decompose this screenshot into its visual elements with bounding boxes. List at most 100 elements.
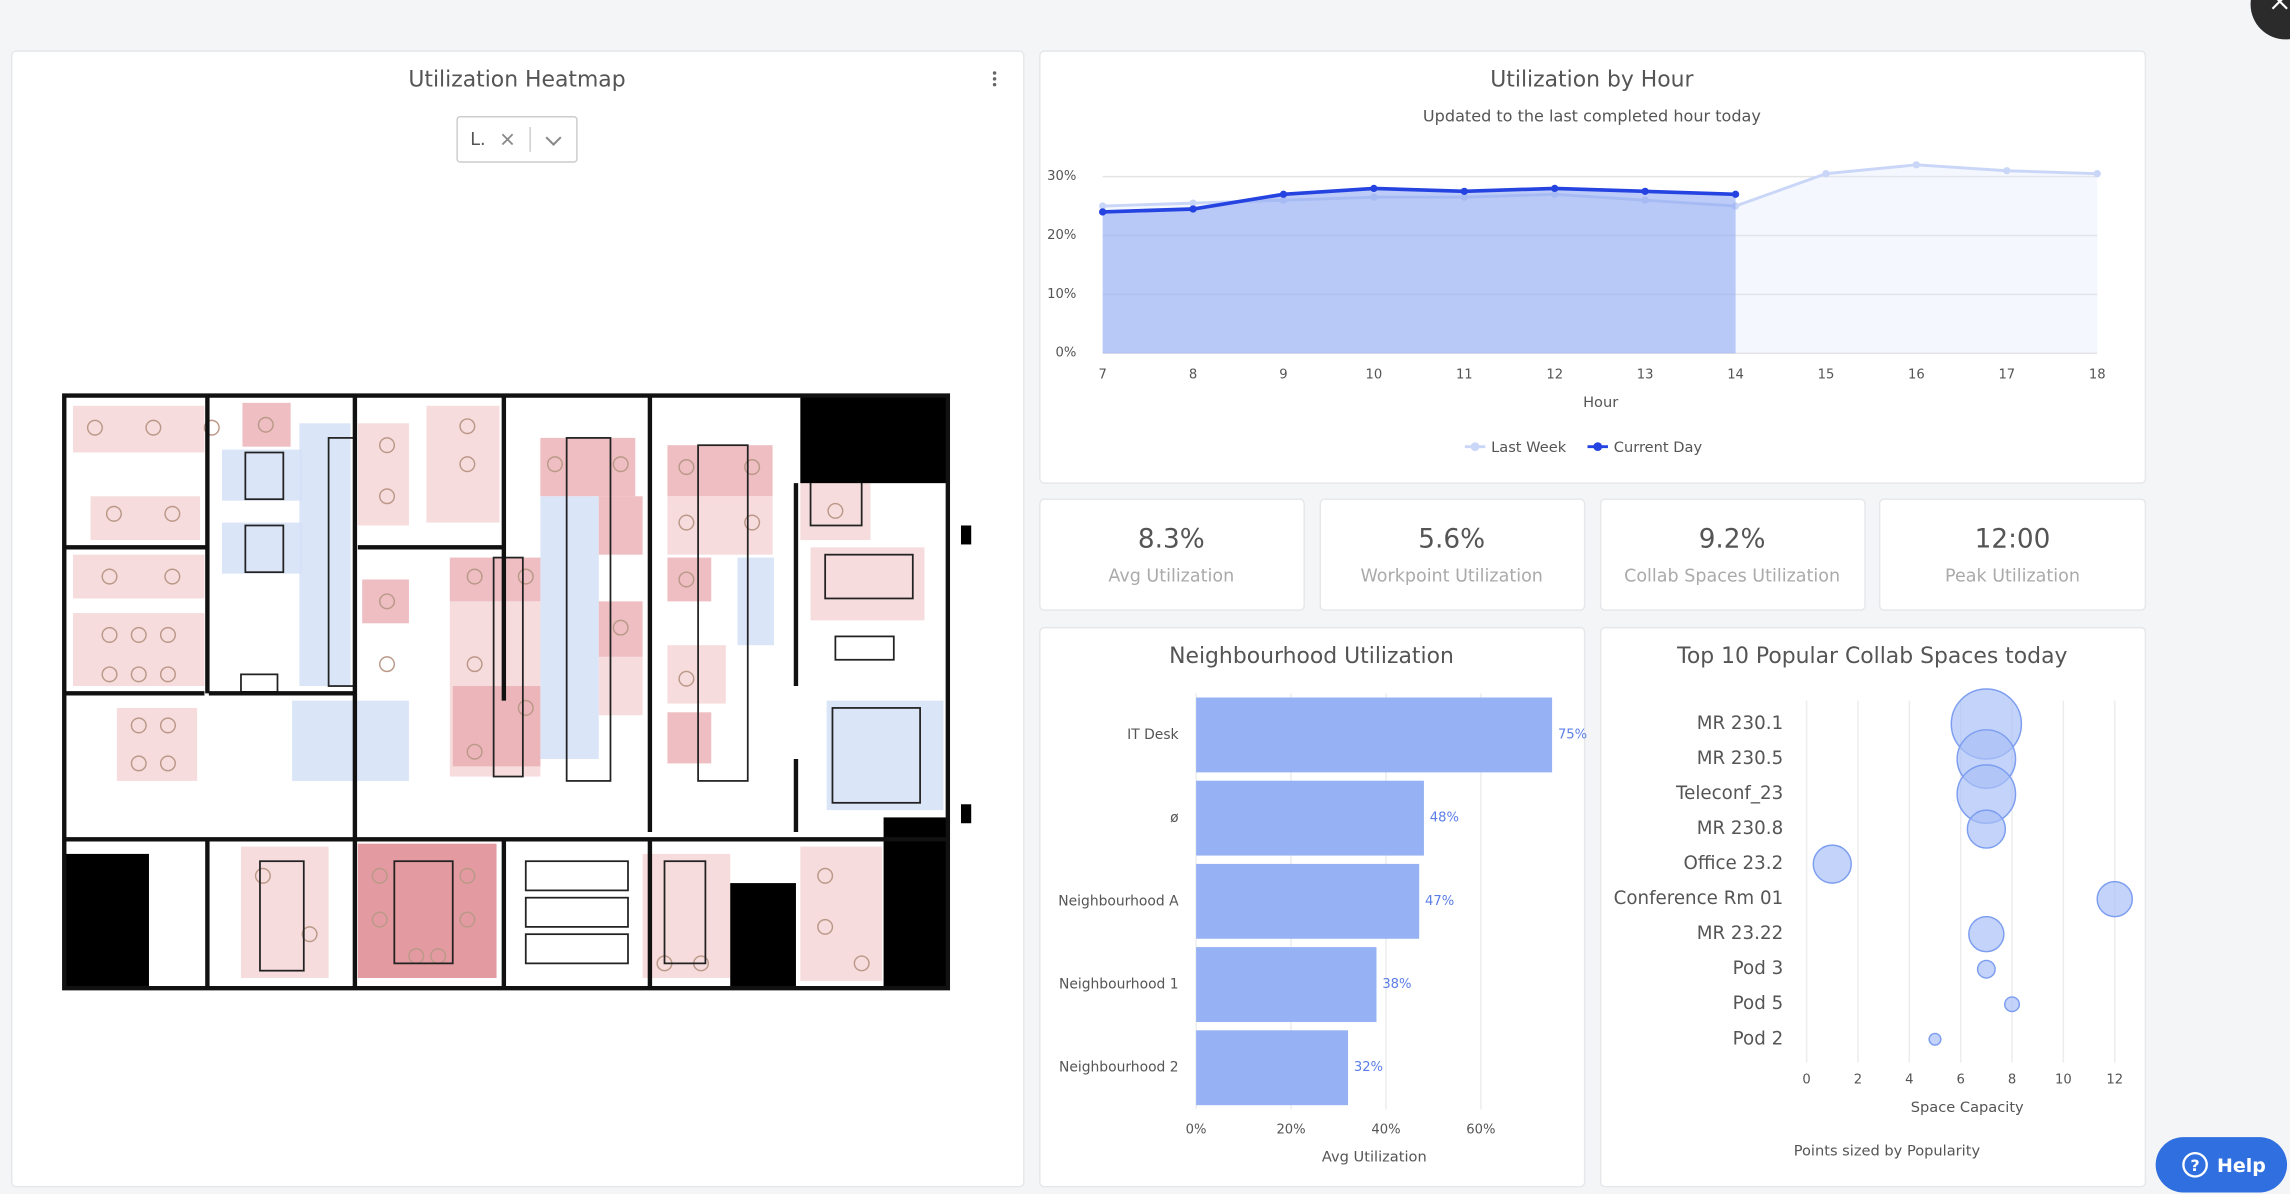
y-tick-label: Office 23.2 [1683,853,1783,874]
bar [1196,1030,1349,1106]
series-point [2003,167,2011,175]
y-tick-label: Neighbourhood 1 [1059,977,1179,993]
menu-dots[interactable] [992,71,997,87]
kpi-card [1319,498,1586,611]
x-axis-label: Space Capacity [1911,1099,2024,1116]
y-tick-label: 20% [1047,228,1076,243]
x-tick-label: 0 [1802,1073,1810,1088]
y-tick-label: IT Desk [1127,727,1178,743]
x-tick-label: 8 [1189,368,1197,383]
chart-title: Top 10 Popular Collab Spaces today [1676,644,2067,669]
y-tick-label: Conference Rm 01 [1614,888,1784,909]
x-tick-label: 15 [1818,368,1835,383]
bubble [1928,1032,1942,1046]
kpi-label: Avg Utilization [1108,567,1234,587]
x-tick-label: 8 [2008,1073,2016,1088]
y-tick-label: MR 230.8 [1697,818,1784,839]
legend-label: Last Week [1491,439,1567,456]
series-point [1370,184,1378,193]
kpi-label: Peak Utilization [1945,567,2080,587]
x-tick-label: 17 [1998,368,2015,383]
series-point [1189,199,1197,207]
series-point [1189,205,1197,213]
x-tick-label: 4 [1905,1073,1913,1088]
x-tick-label: 13 [1637,368,1654,383]
bubble [1968,915,2005,953]
help-icon-mark: ? [2190,1156,2199,1175]
y-tick-label: Pod 3 [1733,958,1784,979]
x-tick-label: 11 [1456,368,1473,383]
chart-title: Neighbourhood Utilization [1169,644,1454,669]
y-tick-label: 0% [1056,346,1077,361]
x-tick-label: 12 [2106,1073,2123,1088]
y-tick-label: Neighbourhood 2 [1059,1060,1179,1076]
y-tick-label: 10% [1047,287,1076,302]
x-axis-label: Avg Utilization [1322,1149,1427,1166]
bubble [1966,809,2007,849]
bubble [2096,880,2134,918]
y-tick-label: Pod 2 [1733,1028,1784,1049]
series-point [1641,187,1649,195]
bar [1196,863,1420,939]
kpi-label: Workpoint Utilization [1360,567,1542,587]
bar-value-label: 75% [1558,727,1587,742]
x-tick-label: 7 [1098,368,1106,383]
bar-value-label: 48% [1430,811,1459,826]
x-tick-label: 9 [1279,368,1287,383]
kpi-card [1039,498,1305,611]
y-tick-label: MR 230.1 [1697,713,1784,734]
x-tick-label: 14 [1727,368,1744,383]
bar-value-label: 47% [1425,894,1454,909]
x-tick-label: 40% [1371,1122,1400,1137]
help-button[interactable] [2155,1137,2288,1193]
chart-note: Points sized by Popularity [1794,1143,1981,1160]
kpi-card [1599,498,1866,611]
kpi-value: 12:00 [1975,525,2051,555]
dropdown-icon[interactable] [545,136,562,146]
series-point [1731,190,1740,198]
y-tick-label: Teleconf_23 [1675,783,1783,804]
series-point [1551,184,1559,193]
x-tick-label: 10 [2055,1073,2072,1088]
bubble [1976,959,1996,979]
series-line [1102,186,1736,214]
series-point [1912,161,1921,169]
x-tick-label: 0% [1186,1122,1207,1137]
y-tick-label: ø [1170,810,1178,826]
series-point [1822,170,1830,178]
x-tick-label: 2 [1854,1073,1862,1088]
kpi-value: 8.3% [1138,525,1205,555]
series-point [2093,170,2101,178]
close-icon [2271,0,2288,10]
close-button[interactable] [2250,0,2290,40]
bar-value-label: 32% [1354,1060,1383,1075]
filter-select[interactable] [456,116,578,163]
legend-swatch [1593,442,1603,452]
clear-icon[interactable] [501,133,514,146]
bar [1196,947,1377,1022]
series-area [1102,188,1736,354]
help-icon [2182,1151,2208,1178]
y-tick-label: MR 230.5 [1697,748,1784,769]
y-tick-label: 30% [1047,169,1076,184]
filter-value: L. [470,130,485,150]
chart-title: Utilization by Hour [1490,67,1693,92]
x-tick-label: 6 [1956,1073,1964,1088]
x-tick-label: 20% [1276,1122,1305,1137]
series-point [1279,190,1288,198]
bubble [2003,996,2021,1013]
kpi-value: 5.6% [1418,525,1485,555]
legend-swatch [1470,442,1480,452]
bar [1196,697,1553,773]
floor-plan [62,393,972,991]
y-tick-label: MR 23.22 [1697,923,1784,944]
y-tick-label: Neighbourhood A [1058,893,1179,909]
heatmap-title: Utilization Heatmap [408,67,625,92]
x-axis-label: Hour [1583,394,1618,411]
y-tick-label: Pod 5 [1733,993,1784,1014]
x-tick-label: 16 [1908,368,1925,383]
bar [1196,780,1424,856]
x-tick-label: 12 [1546,368,1563,383]
